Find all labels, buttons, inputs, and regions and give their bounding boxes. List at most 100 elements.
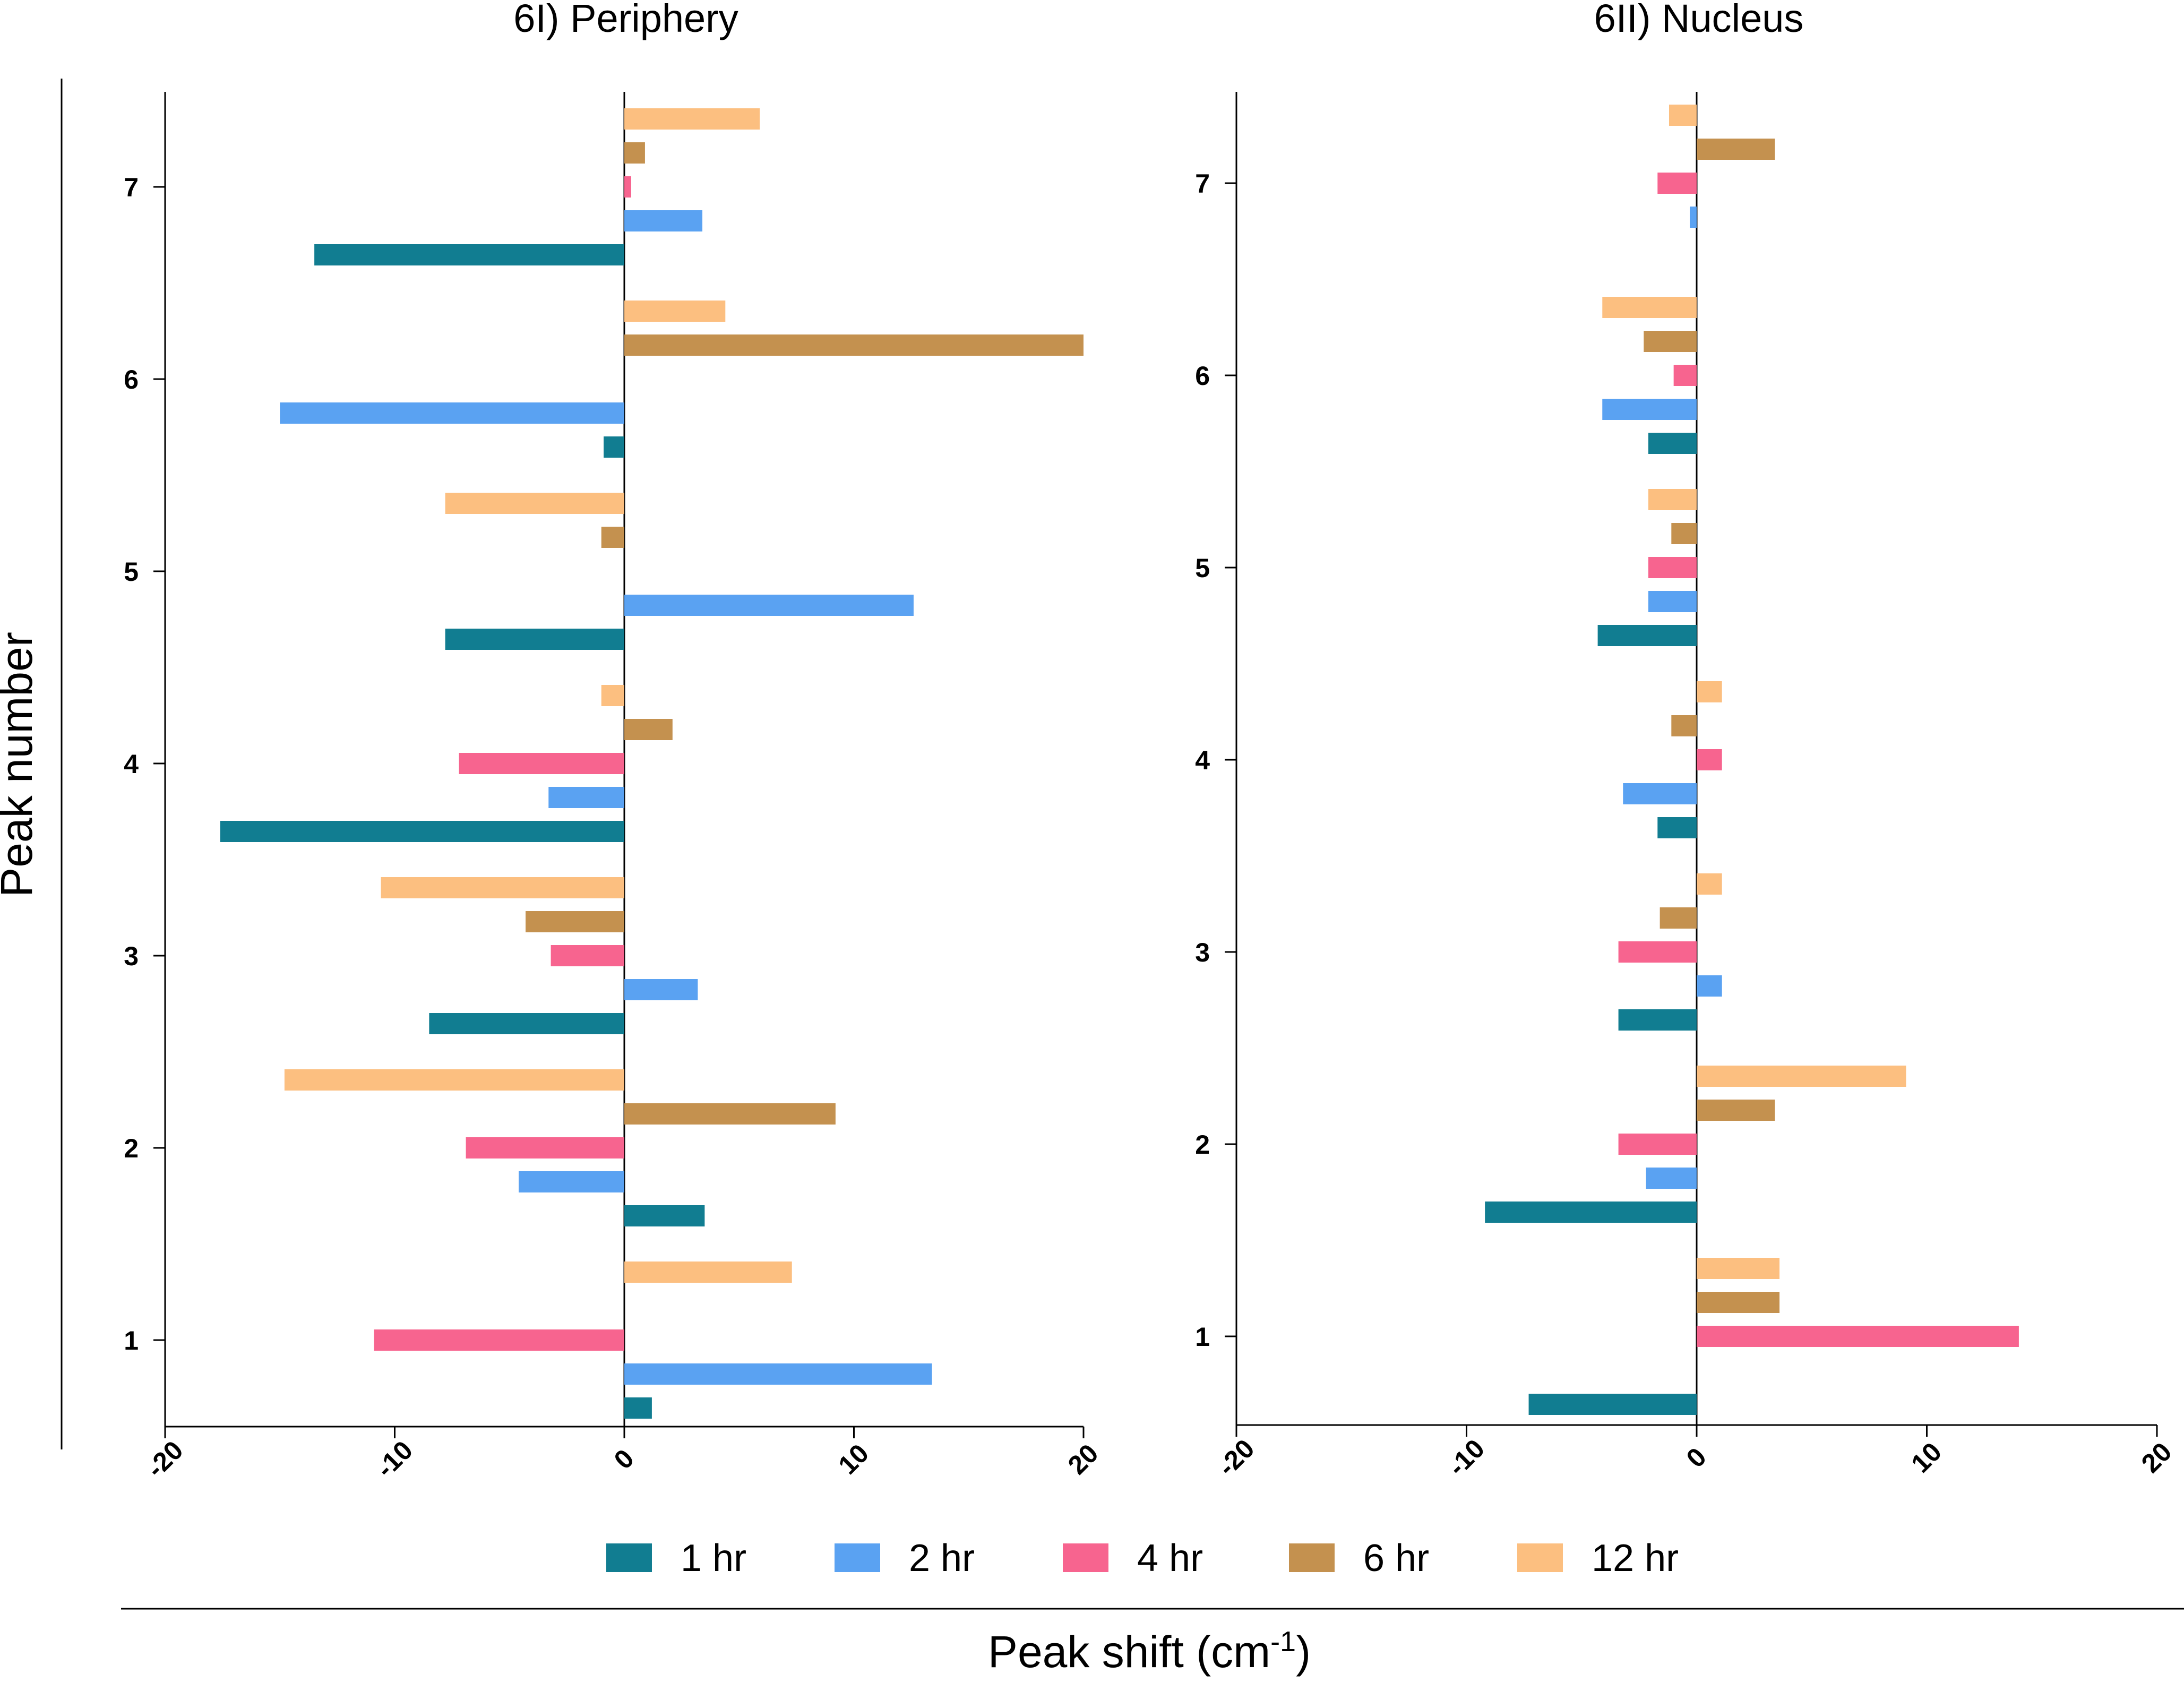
x-tick-label: 10 — [832, 1438, 874, 1480]
y-tick-label: 1 — [124, 1326, 139, 1355]
x-axis-label-superscript: -1 — [1270, 1626, 1296, 1658]
y-tick-label: 7 — [1195, 169, 1210, 199]
panel-periphery: -20 -10 0 10 20 1 2 3 4 5 6 7 — [124, 92, 1104, 1483]
bar-1hr-peak-4 — [220, 821, 624, 842]
x-tick-label: 10 — [1905, 1437, 1947, 1479]
x-tick-label: 0 — [608, 1444, 640, 1475]
bar-2hr-peak-7 — [624, 210, 703, 231]
y-tick-label: 5 — [1195, 553, 1210, 583]
bar-6hr-peak-6 — [1644, 331, 1697, 352]
bar-1hr-peak-3 — [1618, 1009, 1697, 1031]
bar-2hr-peak-7 — [1689, 207, 1697, 228]
bar-4hr-peak-4 — [1697, 749, 1722, 770]
bar-12hr-peak-5 — [1648, 489, 1697, 510]
legend-label: 4 hr — [1137, 1537, 1203, 1580]
bar-1hr-peak-1 — [624, 1397, 652, 1419]
legend: 1 hr 2 hr 4 hr 6 hr 12 hr — [606, 1537, 1679, 1580]
legend-swatch — [835, 1543, 880, 1572]
y-tick-label: 4 — [124, 749, 139, 779]
y-tick-label: 6 — [124, 365, 139, 394]
bar-4hr-peak-4 — [459, 753, 624, 774]
bar-6hr-peak-5 — [601, 527, 624, 548]
bar-2hr-peak-4 — [548, 787, 624, 808]
bar-1hr-peak-6 — [604, 436, 624, 458]
y-tick-label: 6 — [1195, 361, 1210, 391]
legend-swatch — [1063, 1543, 1108, 1572]
bar-2hr-peak-3 — [1697, 975, 1722, 997]
bar-12hr-peak-3 — [1697, 873, 1722, 895]
bar-1hr-peak-5 — [445, 629, 624, 650]
bar-2hr-peak-1 — [624, 1363, 932, 1385]
bar-2hr-peak-2 — [1646, 1168, 1697, 1189]
x-tick-label: 0 — [1681, 1442, 1712, 1473]
x-tick-label: -10 — [370, 1435, 418, 1483]
y-tick-label: 3 — [1195, 938, 1210, 967]
bar-12hr-peak-1 — [624, 1262, 792, 1283]
y-tick-label: 1 — [1195, 1322, 1210, 1352]
bar-4hr-peak-2 — [1618, 1134, 1697, 1155]
legend-label: 6 hr — [1363, 1537, 1429, 1580]
bar-1hr-peak-6 — [1648, 433, 1697, 454]
bar-4hr-peak-1 — [1697, 1326, 2019, 1347]
bar-12hr-peak-5 — [445, 493, 624, 514]
bar-1hr-peak-7 — [314, 244, 624, 265]
bar-4hr-peak-7 — [1657, 173, 1697, 194]
legend-label: 2 hr — [909, 1537, 975, 1580]
bar-6hr-peak-2 — [1697, 1100, 1775, 1121]
bar-6hr-peak-7 — [624, 142, 645, 164]
x-tick-label: 20 — [2136, 1437, 2178, 1479]
bar-2hr-peak-6 — [280, 402, 624, 424]
x-tick-label: 20 — [1062, 1438, 1104, 1480]
bar-12hr-peak-2 — [284, 1069, 624, 1091]
bar-4hr-peak-2 — [466, 1137, 624, 1158]
x-axis-label: Peak shift (cm-1) — [988, 1626, 1311, 1677]
y-tick-label: 2 — [124, 1134, 139, 1163]
bar-2hr-peak-5 — [1648, 591, 1697, 612]
x-tick-label: -20 — [141, 1435, 189, 1483]
bar-6hr-peak-5 — [1671, 523, 1697, 544]
y-tick-label: 4 — [1195, 745, 1210, 775]
bar-2hr-peak-5 — [624, 595, 914, 616]
y-axis-label: Peak number — [0, 632, 41, 897]
bar-12hr-peak-7 — [1669, 105, 1697, 126]
y-tick-label: 5 — [124, 557, 139, 587]
x-axis-label-main: Peak shift (cm — [988, 1627, 1270, 1677]
bar-6hr-peak-3 — [526, 911, 624, 932]
bar-4hr-peak-3 — [1618, 941, 1697, 963]
legend-swatch — [606, 1543, 652, 1572]
bar-2hr-peak-2 — [519, 1171, 624, 1192]
bar-2hr-peak-4 — [1623, 783, 1697, 804]
bar-6hr-peak-6 — [624, 334, 1084, 356]
bar-1hr-peak-2 — [624, 1205, 705, 1226]
legend-label: 1 hr — [681, 1537, 746, 1580]
x-tick-label: -20 — [1212, 1434, 1260, 1482]
bar-1hr-peak-4 — [1657, 817, 1697, 838]
bar-12hr-peak-7 — [624, 108, 760, 130]
bar-2hr-peak-3 — [624, 979, 698, 1000]
bar-4hr-peak-1 — [374, 1329, 624, 1351]
bar-2hr-peak-6 — [1602, 399, 1697, 420]
panel-title-periphery: 6I) Periphery — [513, 0, 738, 40]
bar-6hr-peak-1 — [1697, 1292, 1780, 1313]
bar-6hr-peak-2 — [624, 1103, 836, 1125]
bar-1hr-peak-3 — [429, 1013, 624, 1034]
bar-12hr-peak-3 — [381, 877, 624, 898]
bar-1hr-peak-2 — [1485, 1202, 1697, 1223]
y-tick-label: 7 — [124, 173, 139, 202]
y-tick-label: 2 — [1195, 1130, 1210, 1160]
bar-12hr-peak-4 — [601, 685, 624, 706]
bar-6hr-peak-3 — [1660, 907, 1697, 929]
legend-label: 12 hr — [1592, 1537, 1679, 1580]
bar-4hr-peak-7 — [624, 176, 631, 198]
x-axis-label-close: ) — [1296, 1627, 1311, 1677]
panel-nucleus: -20 -10 0 10 20 1 2 3 4 5 6 7 — [1195, 92, 2178, 1482]
bar-12hr-peak-1 — [1697, 1258, 1780, 1279]
bar-6hr-peak-4 — [624, 719, 673, 740]
bar-4hr-peak-5 — [1648, 557, 1697, 578]
legend-swatch — [1517, 1543, 1563, 1572]
legend-swatch — [1289, 1543, 1335, 1572]
bar-4hr-peak-6 — [1673, 365, 1697, 386]
bar-1hr-peak-1 — [1528, 1394, 1697, 1415]
y-tick-label: 3 — [124, 941, 139, 971]
